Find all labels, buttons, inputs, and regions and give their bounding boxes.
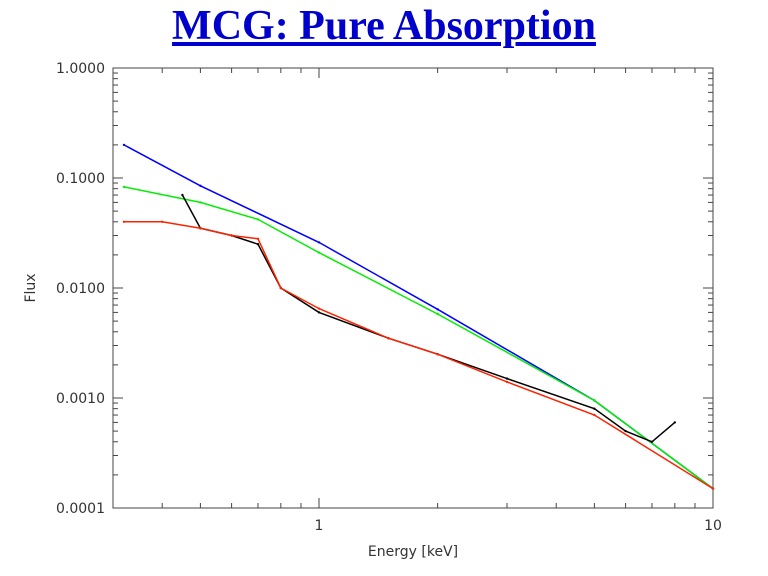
data-point — [317, 307, 321, 310]
data-point — [256, 237, 260, 240]
y-tick-label: 1.0000 — [56, 61, 105, 77]
data-point — [436, 308, 439, 311]
data-point — [387, 337, 390, 340]
data-point — [505, 380, 509, 384]
x-tick-label: 1 — [315, 518, 324, 534]
x-axis-title: Energy [keV] — [368, 544, 458, 560]
data-point — [593, 407, 596, 410]
data-point — [122, 143, 126, 147]
data-point — [593, 399, 596, 402]
series-3 — [122, 220, 715, 490]
data-point — [256, 243, 260, 246]
data-point — [230, 234, 233, 237]
series-line — [123, 186, 714, 490]
series-0 — [122, 143, 715, 490]
series-line — [124, 221, 714, 490]
data-point — [199, 184, 202, 187]
data-point — [650, 440, 654, 443]
data-point — [199, 227, 202, 230]
y-tick-label: 0.1000 — [56, 171, 105, 187]
data-point — [161, 220, 164, 223]
data-point — [673, 421, 676, 424]
y-tick-label: 0.0001 — [56, 501, 105, 517]
data-point — [199, 201, 202, 204]
data-point — [317, 311, 321, 314]
series-layer — [122, 143, 715, 490]
data-point — [436, 353, 439, 356]
data-point — [122, 185, 126, 189]
data-point — [317, 241, 321, 244]
data-point — [505, 377, 509, 380]
tick-labels: 1.0000 0.1000 0.0100 0.0010 0.0001 1 10 — [56, 61, 722, 534]
data-point — [711, 487, 715, 490]
axis-ticks — [112, 67, 714, 509]
y-tick-label: 0.0010 — [56, 391, 105, 407]
data-point — [317, 251, 321, 254]
y-tick-label: 0.0100 — [56, 281, 105, 297]
data-point — [181, 193, 184, 197]
data-point — [256, 218, 260, 221]
x-tick-label: 10 — [704, 518, 722, 534]
series-line — [123, 144, 714, 490]
data-point — [122, 220, 126, 223]
data-point — [624, 429, 627, 433]
data-point — [279, 286, 282, 290]
data-point — [593, 413, 596, 417]
data-point — [436, 312, 439, 316]
y-axis-title: Flux — [23, 273, 39, 302]
plot-frame — [112, 67, 714, 509]
page-title: MCG: Pure Absorption — [172, 3, 596, 49]
